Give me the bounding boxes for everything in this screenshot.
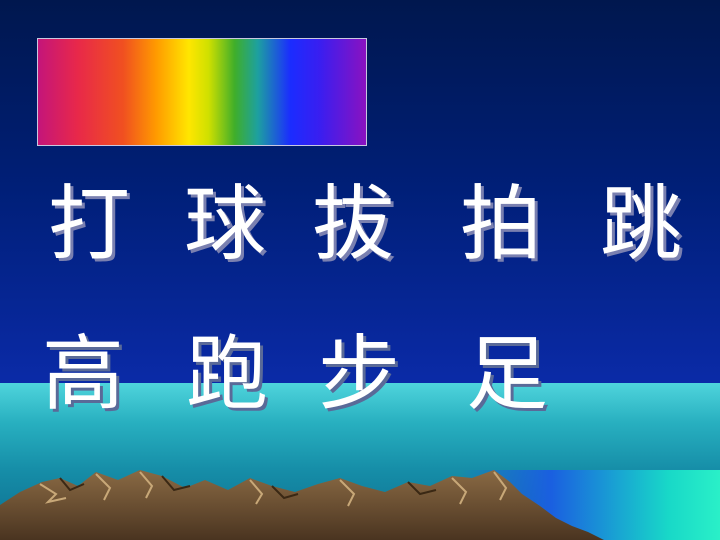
character-ba: 拔: [312, 177, 395, 272]
character-qiu: 球: [184, 177, 267, 272]
character-bu: 步: [318, 327, 401, 422]
character-pao: 跑: [186, 327, 269, 422]
character-zu: 足: [466, 327, 549, 422]
character-pai: 拍: [460, 177, 543, 272]
character-tiao: 跳: [600, 177, 683, 272]
character-da: 打: [48, 177, 131, 272]
rainbow-spectrum-bar: [37, 38, 367, 146]
character-gao: 高: [42, 327, 125, 422]
